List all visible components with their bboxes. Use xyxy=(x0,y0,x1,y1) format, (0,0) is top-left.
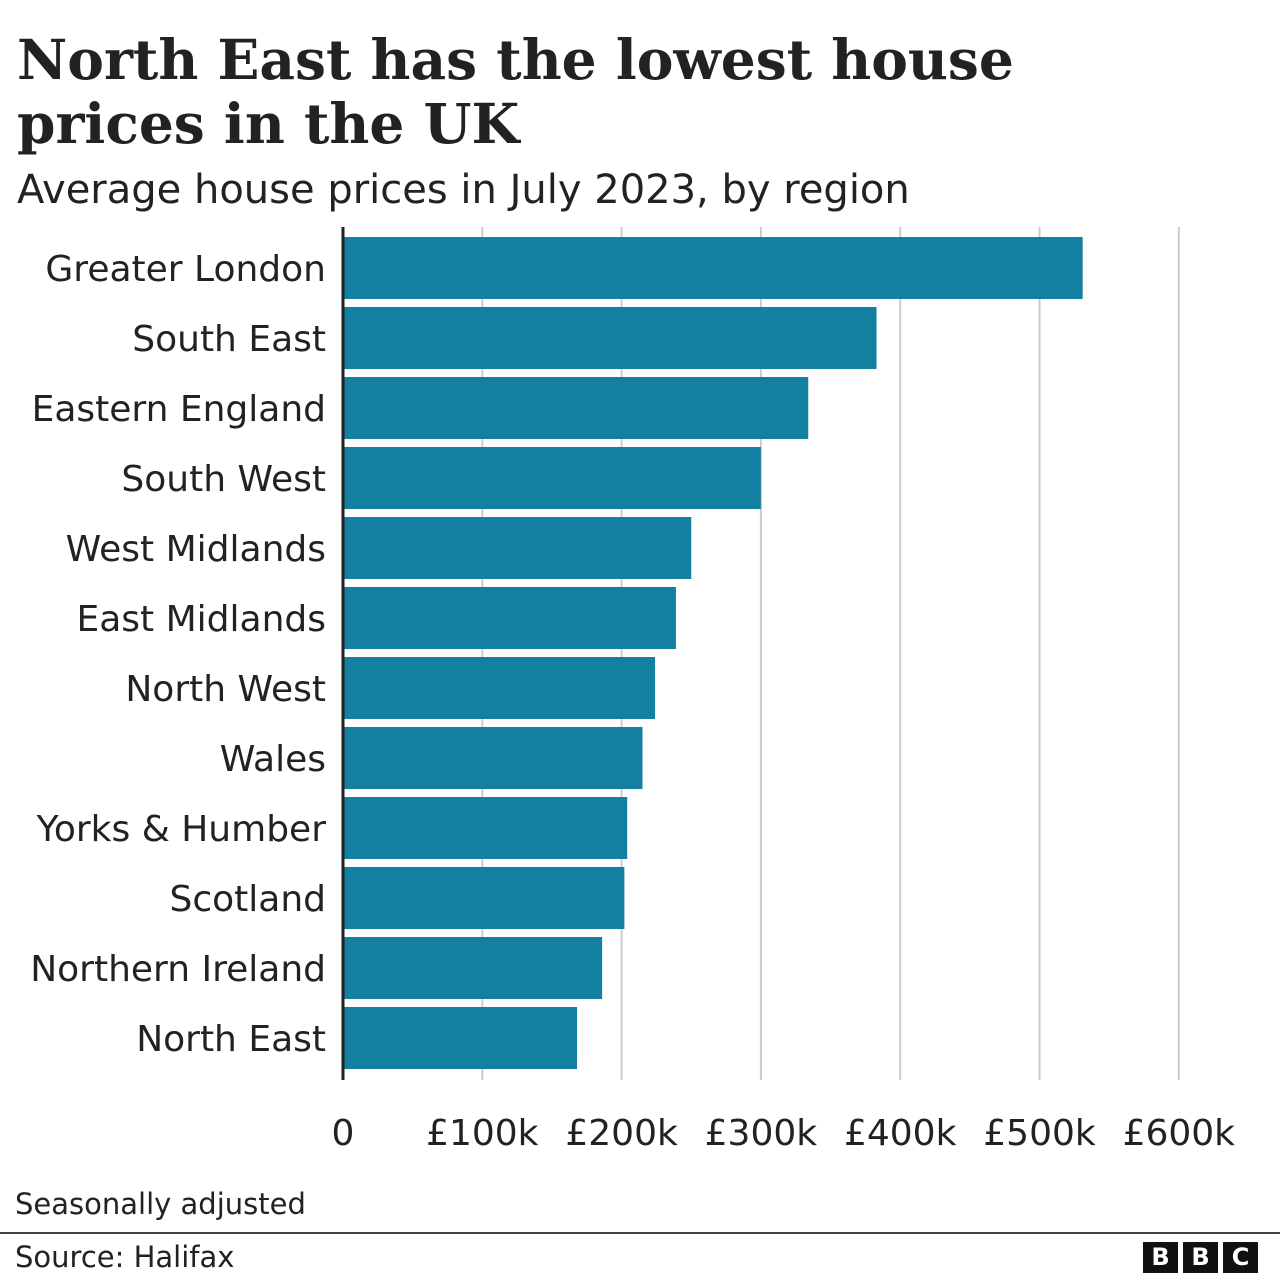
x-tick-label: £200k xyxy=(565,1113,678,1154)
bar xyxy=(343,447,761,509)
category-label: Eastern England xyxy=(32,389,326,430)
logo-letter-b2: B xyxy=(1183,1242,1218,1273)
chart-subtitle: Average house prices in July 2023, by re… xyxy=(17,167,910,213)
category-label: North East xyxy=(136,1019,326,1060)
category-label: South West xyxy=(121,459,326,500)
x-tick-label: £100k xyxy=(426,1113,539,1154)
bar xyxy=(343,307,877,369)
bar xyxy=(343,727,643,789)
x-tick-label: £300k xyxy=(705,1113,818,1154)
bar xyxy=(343,657,656,719)
bar xyxy=(343,937,603,999)
x-tick-label: £500k xyxy=(983,1113,1096,1154)
source-text: Source: Halifax xyxy=(15,1240,235,1274)
category-label: South East xyxy=(132,319,326,360)
category-label: Wales xyxy=(220,739,326,780)
category-label: Greater London xyxy=(45,249,326,290)
category-labels: Greater London South East Eastern England S… xyxy=(30,249,326,1060)
footnote: Seasonally adjusted xyxy=(15,1187,306,1221)
bar xyxy=(343,867,625,929)
bar xyxy=(343,797,628,859)
bars xyxy=(343,237,1083,1069)
chart-title: North East has the lowest house prices i… xyxy=(17,27,1014,156)
category-label: Northern Ireland xyxy=(30,949,326,990)
bar xyxy=(343,517,692,579)
bar-chart: Greater London South East Eastern England S… xyxy=(30,227,1236,1154)
bar xyxy=(343,587,676,649)
x-tick-label: 0 xyxy=(332,1113,355,1154)
category-label: Yorks & Humber xyxy=(36,809,327,850)
footer-divider xyxy=(0,1232,1280,1234)
category-label: West Midlands xyxy=(66,529,326,570)
logo-letter-c: C xyxy=(1223,1242,1258,1273)
x-tick-label: £400k xyxy=(844,1113,957,1154)
bar xyxy=(343,237,1083,299)
category-label: Scotland xyxy=(169,879,326,920)
category-label: North West xyxy=(125,669,326,710)
bar xyxy=(343,1007,578,1069)
logo-letter-b1: B xyxy=(1143,1242,1178,1273)
bbc-logo: B B C xyxy=(1143,1242,1258,1273)
category-label: East Midlands xyxy=(76,599,326,640)
x-tick-label: £600k xyxy=(1123,1113,1236,1154)
bar xyxy=(343,377,809,439)
x-axis-tick-labels: 0 £100k £200k £300k £400k £500k £600k xyxy=(332,1113,1236,1154)
